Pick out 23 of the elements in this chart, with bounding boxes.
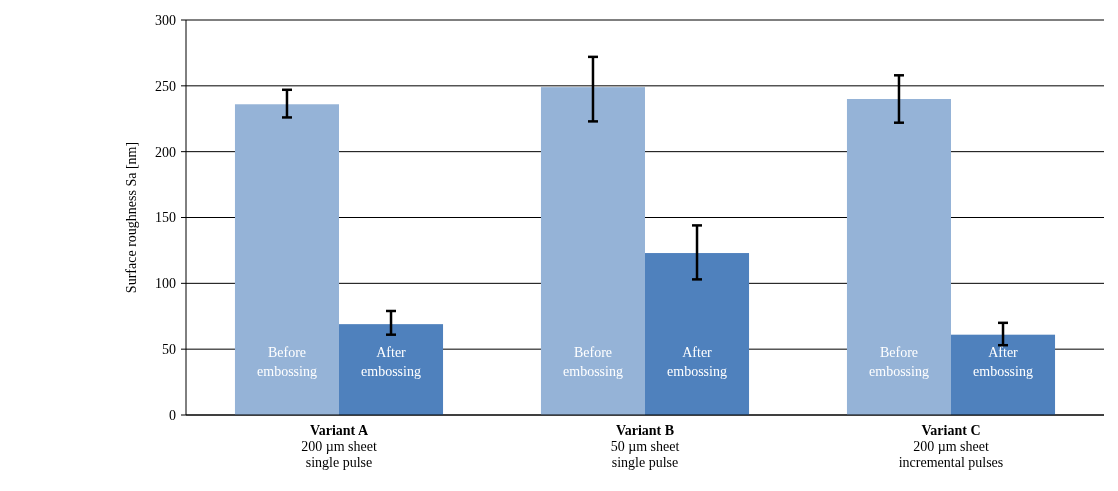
- text: Before embossing: [257, 345, 317, 379]
- bar: [645, 253, 750, 415]
- y-tick-label: 0: [169, 407, 176, 423]
- y-tick-label: 250: [155, 78, 176, 94]
- bar: [540, 87, 645, 415]
- bar: [951, 334, 1056, 415]
- bar: [339, 324, 444, 415]
- y-tick-label: 200: [155, 144, 176, 160]
- bar: [846, 99, 951, 415]
- series-label: Before embossing: [563, 345, 623, 379]
- series-label: After embossing: [973, 345, 1033, 379]
- y-tick-label: 300: [155, 12, 176, 28]
- x-tick-label: Variant B 50 µm sheet single pulse: [610, 423, 680, 470]
- text: After embossing: [667, 345, 727, 379]
- bar: [234, 104, 339, 415]
- y-tick-label: 50: [162, 342, 176, 358]
- y-tick-label: 150: [155, 210, 176, 226]
- x-tick-label: Variant A 200 µm sheet single pulse: [301, 423, 377, 470]
- text: After embossing: [361, 345, 421, 379]
- x-tick-label: Variant C 200 µm sheet incremental pulses: [898, 423, 1004, 470]
- text: Before embossing: [869, 345, 929, 379]
- y-tick-label: 100: [155, 276, 176, 292]
- y-axis-title: Surface roughness Sa [nm]: [124, 141, 139, 294]
